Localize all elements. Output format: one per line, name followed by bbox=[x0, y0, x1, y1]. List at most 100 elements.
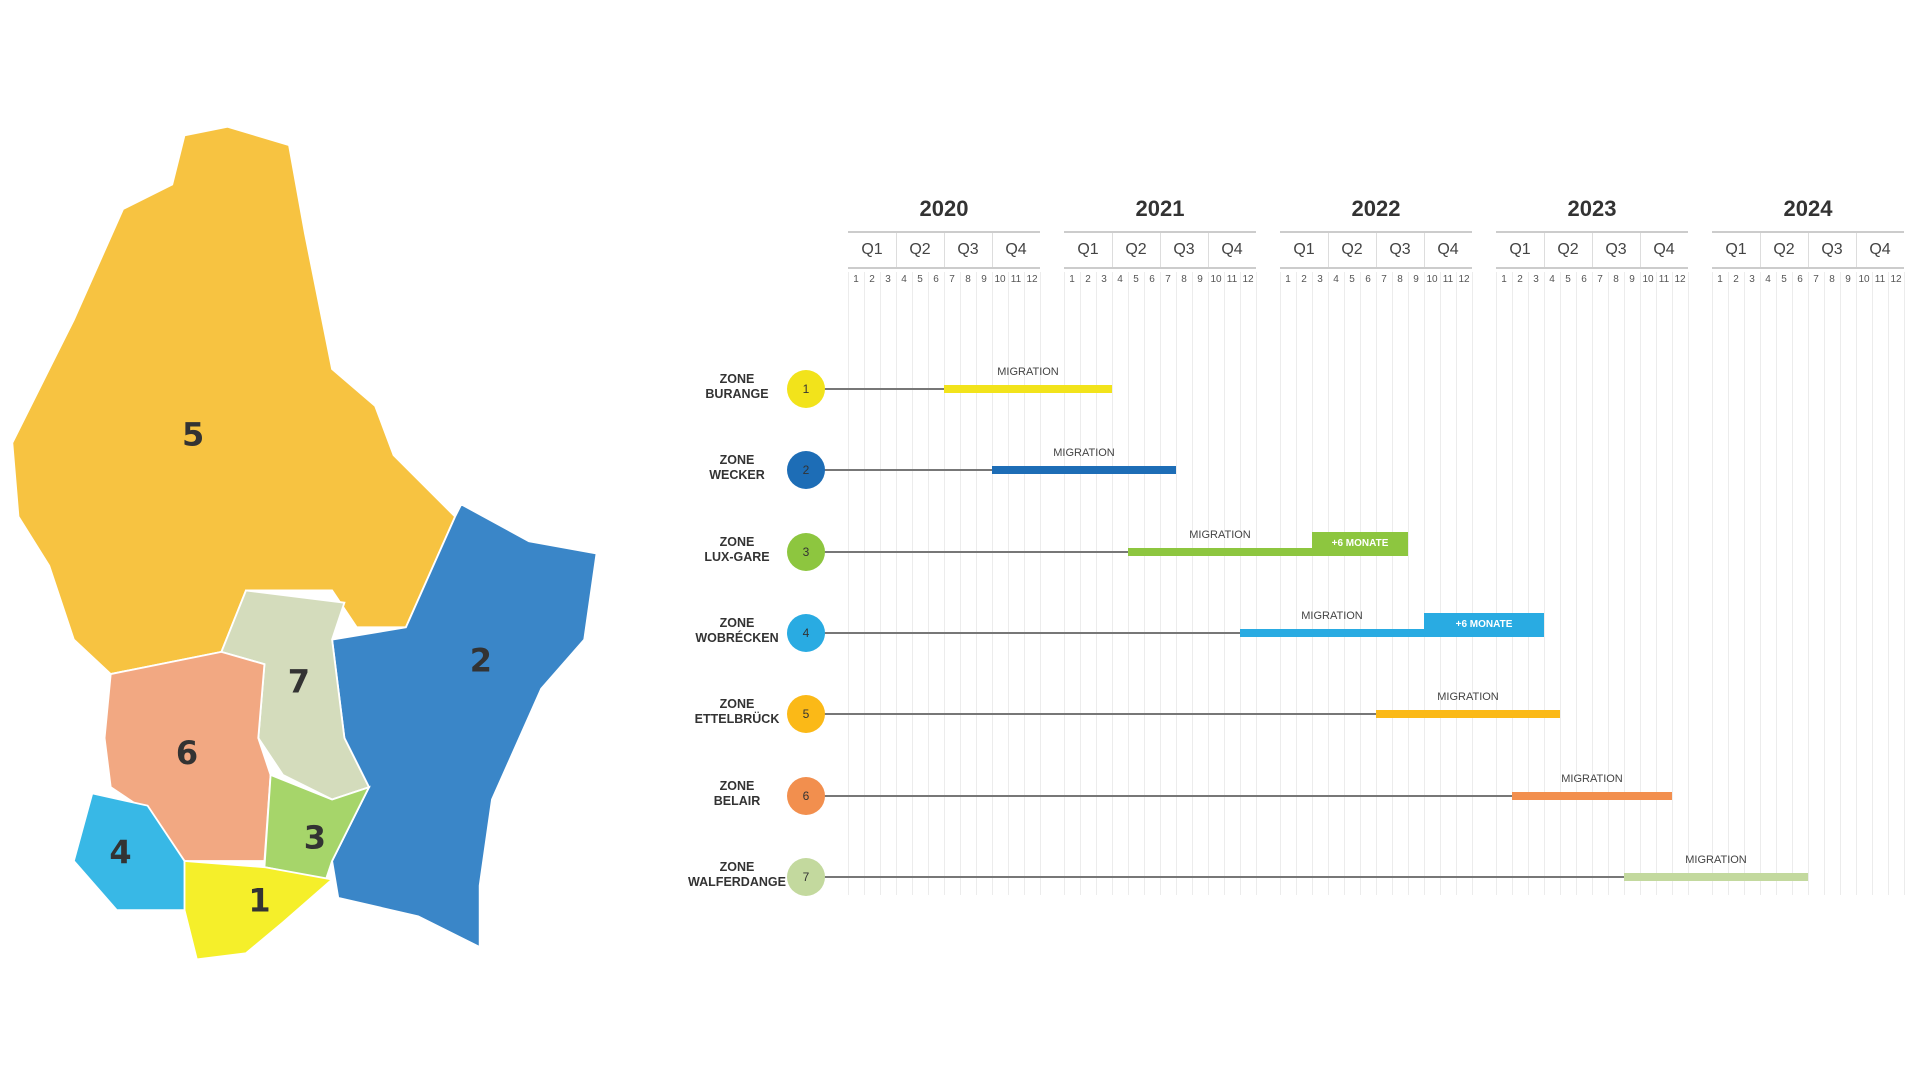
extension-label: +6 MONATE bbox=[1331, 537, 1389, 549]
month-gridline bbox=[1424, 272, 1425, 895]
month-gridline bbox=[1760, 272, 1761, 895]
month-gridline bbox=[1176, 272, 1177, 895]
month-gridline bbox=[1624, 272, 1625, 895]
month-gridline bbox=[1208, 272, 1209, 895]
quarter-label: Q3 bbox=[1389, 241, 1411, 258]
month-label: 6 bbox=[1149, 274, 1155, 285]
quarter-divider bbox=[1496, 267, 1688, 269]
month-label: 5 bbox=[917, 274, 923, 285]
month-label: 5 bbox=[1565, 274, 1571, 285]
month-gridline bbox=[1296, 272, 1297, 895]
quarter-separator bbox=[1592, 233, 1593, 267]
zone-label-line1: ZONE bbox=[719, 778, 755, 793]
zone-label-line1: ZONE bbox=[719, 372, 755, 386]
quarter-divider bbox=[1712, 267, 1904, 269]
month-gridline bbox=[1192, 272, 1193, 895]
month-gridline bbox=[1608, 272, 1609, 895]
year-label: 2021 bbox=[1135, 196, 1185, 221]
migration-label: MIGRATION bbox=[1685, 853, 1747, 866]
month-gridline bbox=[1008, 272, 1009, 895]
zone-number-badge: 5 bbox=[787, 695, 825, 734]
month-gridline bbox=[1408, 272, 1409, 895]
month-gridline bbox=[1904, 272, 1905, 895]
month-label: 3 bbox=[1317, 274, 1323, 285]
month-gridline bbox=[1096, 272, 1097, 895]
month-label: 10 bbox=[1426, 274, 1438, 285]
timeline-line bbox=[820, 875, 1624, 878]
quarter-separator bbox=[1328, 233, 1329, 267]
migration-label: MIGRATION bbox=[1053, 447, 1115, 460]
month-label: 4 bbox=[1765, 274, 1771, 285]
month-label: 5 bbox=[1781, 274, 1787, 285]
quarter-separator bbox=[1760, 233, 1761, 267]
quarter-separator bbox=[1544, 233, 1545, 267]
month-gridline bbox=[1256, 272, 1257, 895]
month-gridline bbox=[1808, 272, 1809, 895]
quarter-label: Q2 bbox=[1773, 241, 1795, 258]
quarter-separator bbox=[1112, 233, 1113, 267]
month-label: 7 bbox=[1381, 274, 1387, 285]
month-gridline bbox=[1592, 272, 1593, 895]
month-label: 8 bbox=[1397, 274, 1403, 285]
quarter-separator bbox=[1208, 233, 1209, 267]
zone-name: WECKER bbox=[709, 468, 765, 483]
zone-name: WALFERDANGE bbox=[688, 874, 786, 889]
month-label: 12 bbox=[1026, 274, 1038, 285]
month-gridline bbox=[944, 272, 945, 895]
month-label: 9 bbox=[1845, 274, 1851, 285]
zone-label: ZONE BURANGE bbox=[677, 372, 797, 402]
month-gridline bbox=[1776, 272, 1777, 895]
migration-bar bbox=[1240, 628, 1424, 637]
month-gridline bbox=[1576, 272, 1577, 895]
month-label: 10 bbox=[994, 274, 1006, 285]
timeline-line bbox=[820, 388, 944, 390]
quarter-separator bbox=[992, 233, 993, 267]
month-gridline bbox=[1040, 272, 1041, 895]
month-label: 4 bbox=[901, 274, 907, 285]
zone-name: WOBRÉCKEN bbox=[695, 630, 779, 645]
month-gridline bbox=[1544, 272, 1545, 895]
month-label: 8 bbox=[1829, 274, 1835, 285]
month-label: 1 bbox=[1501, 274, 1507, 285]
zone-number-badge: 7 bbox=[787, 857, 825, 896]
zone-number-badge: 1 bbox=[787, 370, 825, 408]
quarter-separator bbox=[944, 233, 945, 267]
extension-bar bbox=[1424, 612, 1544, 637]
month-label: 10 bbox=[1858, 274, 1870, 285]
migration-bar bbox=[1128, 547, 1312, 556]
month-label: 12 bbox=[1458, 274, 1470, 285]
quarter-separator bbox=[1640, 233, 1641, 267]
quarter-label: Q3 bbox=[1821, 241, 1843, 258]
quarter-divider bbox=[1064, 267, 1256, 269]
month-label: 9 bbox=[1413, 274, 1419, 285]
month-label: 4 bbox=[1117, 274, 1123, 285]
map-label-5: 5 bbox=[182, 415, 204, 453]
quarter-label: Q4 bbox=[1437, 241, 1459, 258]
month-label: 1 bbox=[853, 274, 859, 285]
zone-name: LUX-GARE bbox=[704, 549, 770, 564]
month-gridline bbox=[1688, 272, 1689, 895]
month-gridline bbox=[1824, 272, 1825, 895]
quarter-separator bbox=[1808, 233, 1809, 267]
month-label: 6 bbox=[1797, 274, 1803, 285]
map-label-4: 4 bbox=[109, 833, 131, 871]
year-divider bbox=[1496, 231, 1688, 233]
quarter-divider bbox=[848, 267, 1040, 269]
month-label: 3 bbox=[1101, 274, 1107, 285]
month-label: 7 bbox=[1813, 274, 1819, 285]
month-gridline bbox=[1128, 272, 1129, 895]
month-gridline bbox=[1872, 272, 1873, 895]
migration-bar bbox=[944, 385, 1112, 393]
month-gridline bbox=[1112, 272, 1113, 895]
month-label: 1 bbox=[1717, 274, 1723, 285]
timeline-line bbox=[820, 794, 1512, 797]
month-label: 6 bbox=[933, 274, 939, 285]
month-gridline bbox=[1376, 272, 1377, 895]
year-divider bbox=[1712, 231, 1904, 233]
zone-name: ETTELBRÜCK bbox=[694, 712, 780, 727]
month-gridline bbox=[1440, 272, 1441, 895]
month-gridline bbox=[1640, 272, 1641, 895]
quarter-label: Q3 bbox=[1173, 241, 1195, 258]
quarter-label: Q1 bbox=[1293, 241, 1315, 258]
